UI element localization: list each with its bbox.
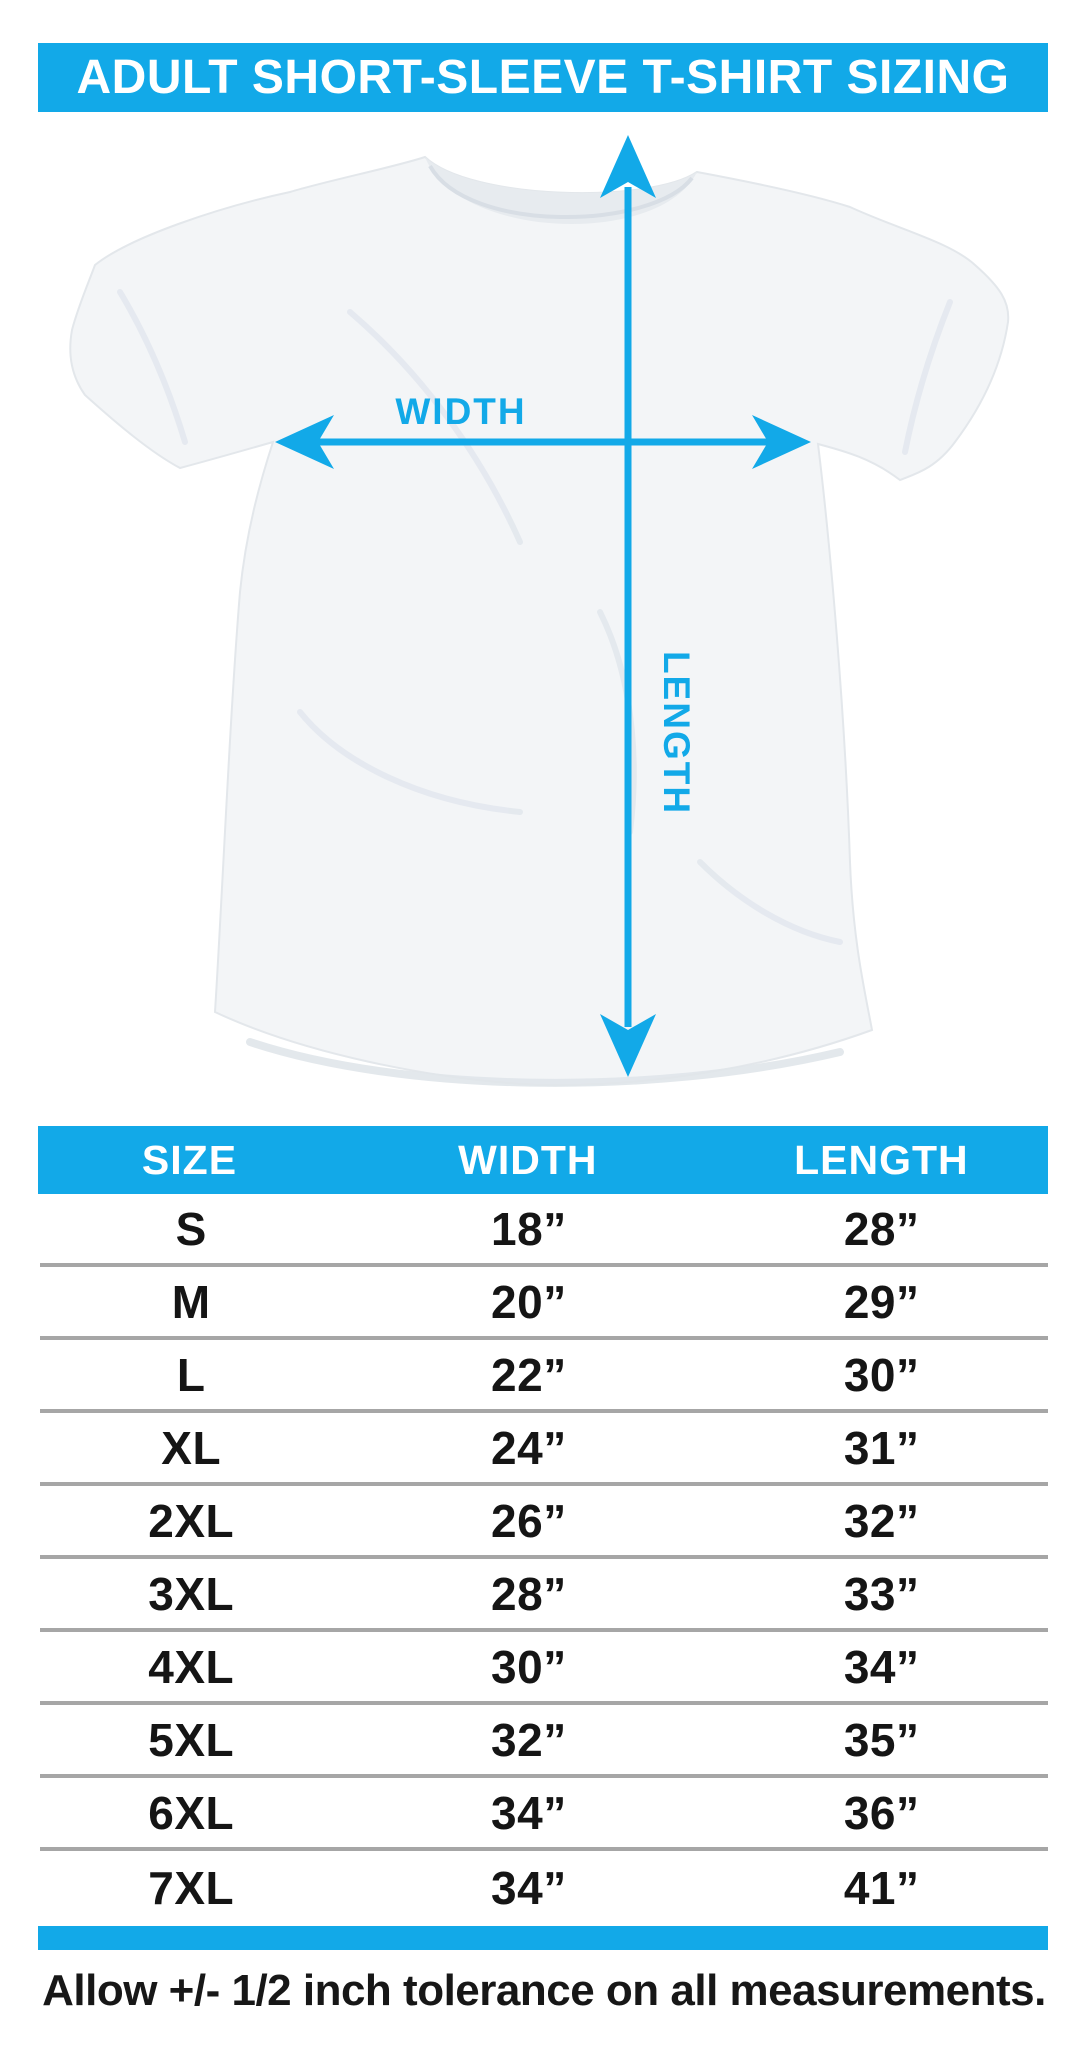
column-header-size: SIZE bbox=[141, 1136, 238, 1183]
length-dimension-label: LENGTH bbox=[656, 651, 697, 815]
table-row: L 22” 30” bbox=[40, 1340, 1048, 1413]
tshirt-collar-seam bbox=[428, 165, 694, 220]
size-cell: L bbox=[176, 1348, 206, 1401]
tshirt-svg: WIDTH LENGTH bbox=[69, 135, 1010, 1087]
tolerance-note: Allow +/- 1/2 inch tolerance on all meas… bbox=[42, 1966, 1046, 2015]
width-arrow bbox=[275, 415, 811, 469]
length-cell: 32” bbox=[843, 1494, 920, 1547]
length-cell: 30” bbox=[843, 1348, 920, 1401]
table-row: S 18” 28” bbox=[40, 1194, 1048, 1267]
length-arrow bbox=[600, 135, 656, 1077]
tshirt-graphic bbox=[69, 155, 1010, 1087]
length-cell: 33” bbox=[843, 1567, 920, 1620]
width-cell: 28” bbox=[491, 1567, 567, 1620]
size-table-header: SIZE WIDTH LENGTH bbox=[38, 1126, 1048, 1194]
width-cell: 30” bbox=[491, 1640, 567, 1693]
size-cell: 4XL bbox=[148, 1640, 235, 1693]
table-row: 2XL 26” 32” bbox=[40, 1486, 1048, 1559]
size-cell: 6XL bbox=[148, 1786, 235, 1839]
column-header-width: WIDTH bbox=[458, 1136, 598, 1183]
width-cell: 26” bbox=[491, 1494, 567, 1547]
table-row: 3XL 28” 33” bbox=[40, 1559, 1048, 1632]
width-dimension-label: WIDTH bbox=[395, 391, 526, 432]
header-bar: ADULT SHORT-SLEEVE T-SHIRT SIZING bbox=[38, 43, 1048, 112]
length-cell: 36” bbox=[843, 1786, 920, 1839]
table-row: 7XL 34” 41” bbox=[40, 1851, 1048, 1924]
size-cell: 5XL bbox=[148, 1713, 235, 1766]
width-cell: 24” bbox=[491, 1421, 567, 1474]
tshirt-wrinkles bbox=[117, 289, 953, 1087]
length-cell: 35” bbox=[843, 1713, 920, 1766]
table-row: 4XL 30” 34” bbox=[40, 1632, 1048, 1705]
width-cell: 18” bbox=[491, 1202, 567, 1255]
width-cell: 22” bbox=[491, 1348, 567, 1401]
size-cell: 2XL bbox=[148, 1494, 235, 1547]
size-cell: S bbox=[175, 1202, 207, 1255]
length-cell: 41” bbox=[843, 1861, 920, 1914]
size-cell: XL bbox=[161, 1421, 222, 1474]
length-cell: 31” bbox=[843, 1421, 920, 1474]
page-title: ADULT SHORT-SLEEVE T-SHIRT SIZING bbox=[76, 51, 1010, 104]
length-cell: 28” bbox=[843, 1202, 920, 1255]
table-row: M 20” 29” bbox=[40, 1267, 1048, 1340]
length-cell: 29” bbox=[843, 1275, 920, 1328]
width-cell: 34” bbox=[491, 1861, 567, 1914]
table-row: 5XL 32” 35” bbox=[40, 1705, 1048, 1778]
size-cell: 7XL bbox=[148, 1861, 235, 1914]
size-cell: 3XL bbox=[148, 1567, 235, 1620]
width-cell: 20” bbox=[491, 1275, 567, 1328]
tshirt-diagram: WIDTH LENGTH bbox=[0, 112, 1088, 1112]
column-header-length: LENGTH bbox=[794, 1136, 969, 1183]
width-cell: 32” bbox=[491, 1713, 567, 1766]
length-cell: 34” bbox=[843, 1640, 920, 1693]
size-cell: M bbox=[171, 1275, 211, 1328]
table-row: 6XL 34” 36” bbox=[40, 1778, 1048, 1851]
size-table-body: S 18” 28” M 20” 29” L 22” 30” XL 24” 31”… bbox=[40, 1194, 1048, 1924]
width-cell: 34” bbox=[491, 1786, 567, 1839]
table-row: XL 24” 31” bbox=[40, 1413, 1048, 1486]
footer-bar bbox=[38, 1926, 1048, 1950]
